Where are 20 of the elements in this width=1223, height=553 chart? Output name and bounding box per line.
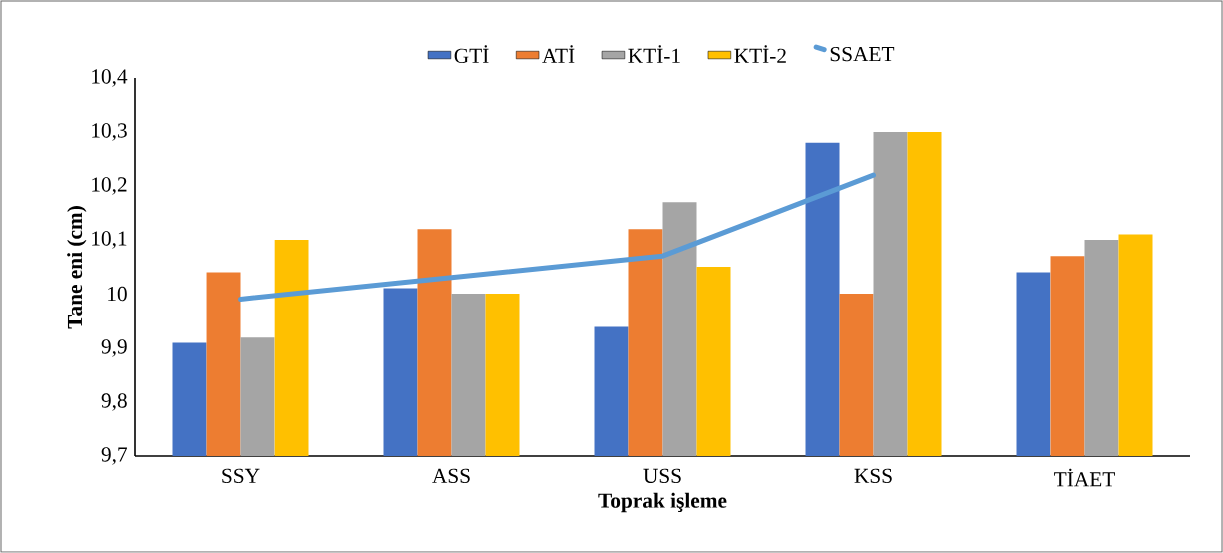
y-tick-label: 9,7 bbox=[101, 447, 128, 465]
legend-label: ATİ bbox=[542, 45, 575, 63]
x-tick-label: ASS bbox=[432, 468, 470, 484]
y-tick-label: 10,3 bbox=[92, 123, 127, 141]
legend-label: KTİ-2 bbox=[734, 45, 786, 63]
y-tick-label: 10,4 bbox=[92, 69, 128, 87]
legend-label: GTİ bbox=[454, 45, 489, 64]
y-tick-label: 10 bbox=[108, 286, 127, 302]
y-tick-label: 9,9 bbox=[101, 339, 127, 357]
x-tick-label: TİAET bbox=[1054, 468, 1115, 487]
x-tick-label: KSS bbox=[854, 468, 892, 484]
y-tick-label: 10,2 bbox=[92, 177, 127, 195]
y-axis-title: Tane eni (cm) bbox=[67, 206, 87, 329]
y-tick-label: 10,1 bbox=[92, 231, 127, 249]
x-tick-label: USS bbox=[643, 468, 681, 484]
x-tick-label: SSY bbox=[222, 468, 260, 484]
legend-label: SSAET bbox=[830, 46, 895, 62]
legend-label: KTİ-1 bbox=[628, 45, 680, 63]
x-axis-title: Toprak işleme bbox=[598, 492, 727, 513]
y-tick-label: 9,8 bbox=[101, 393, 127, 411]
